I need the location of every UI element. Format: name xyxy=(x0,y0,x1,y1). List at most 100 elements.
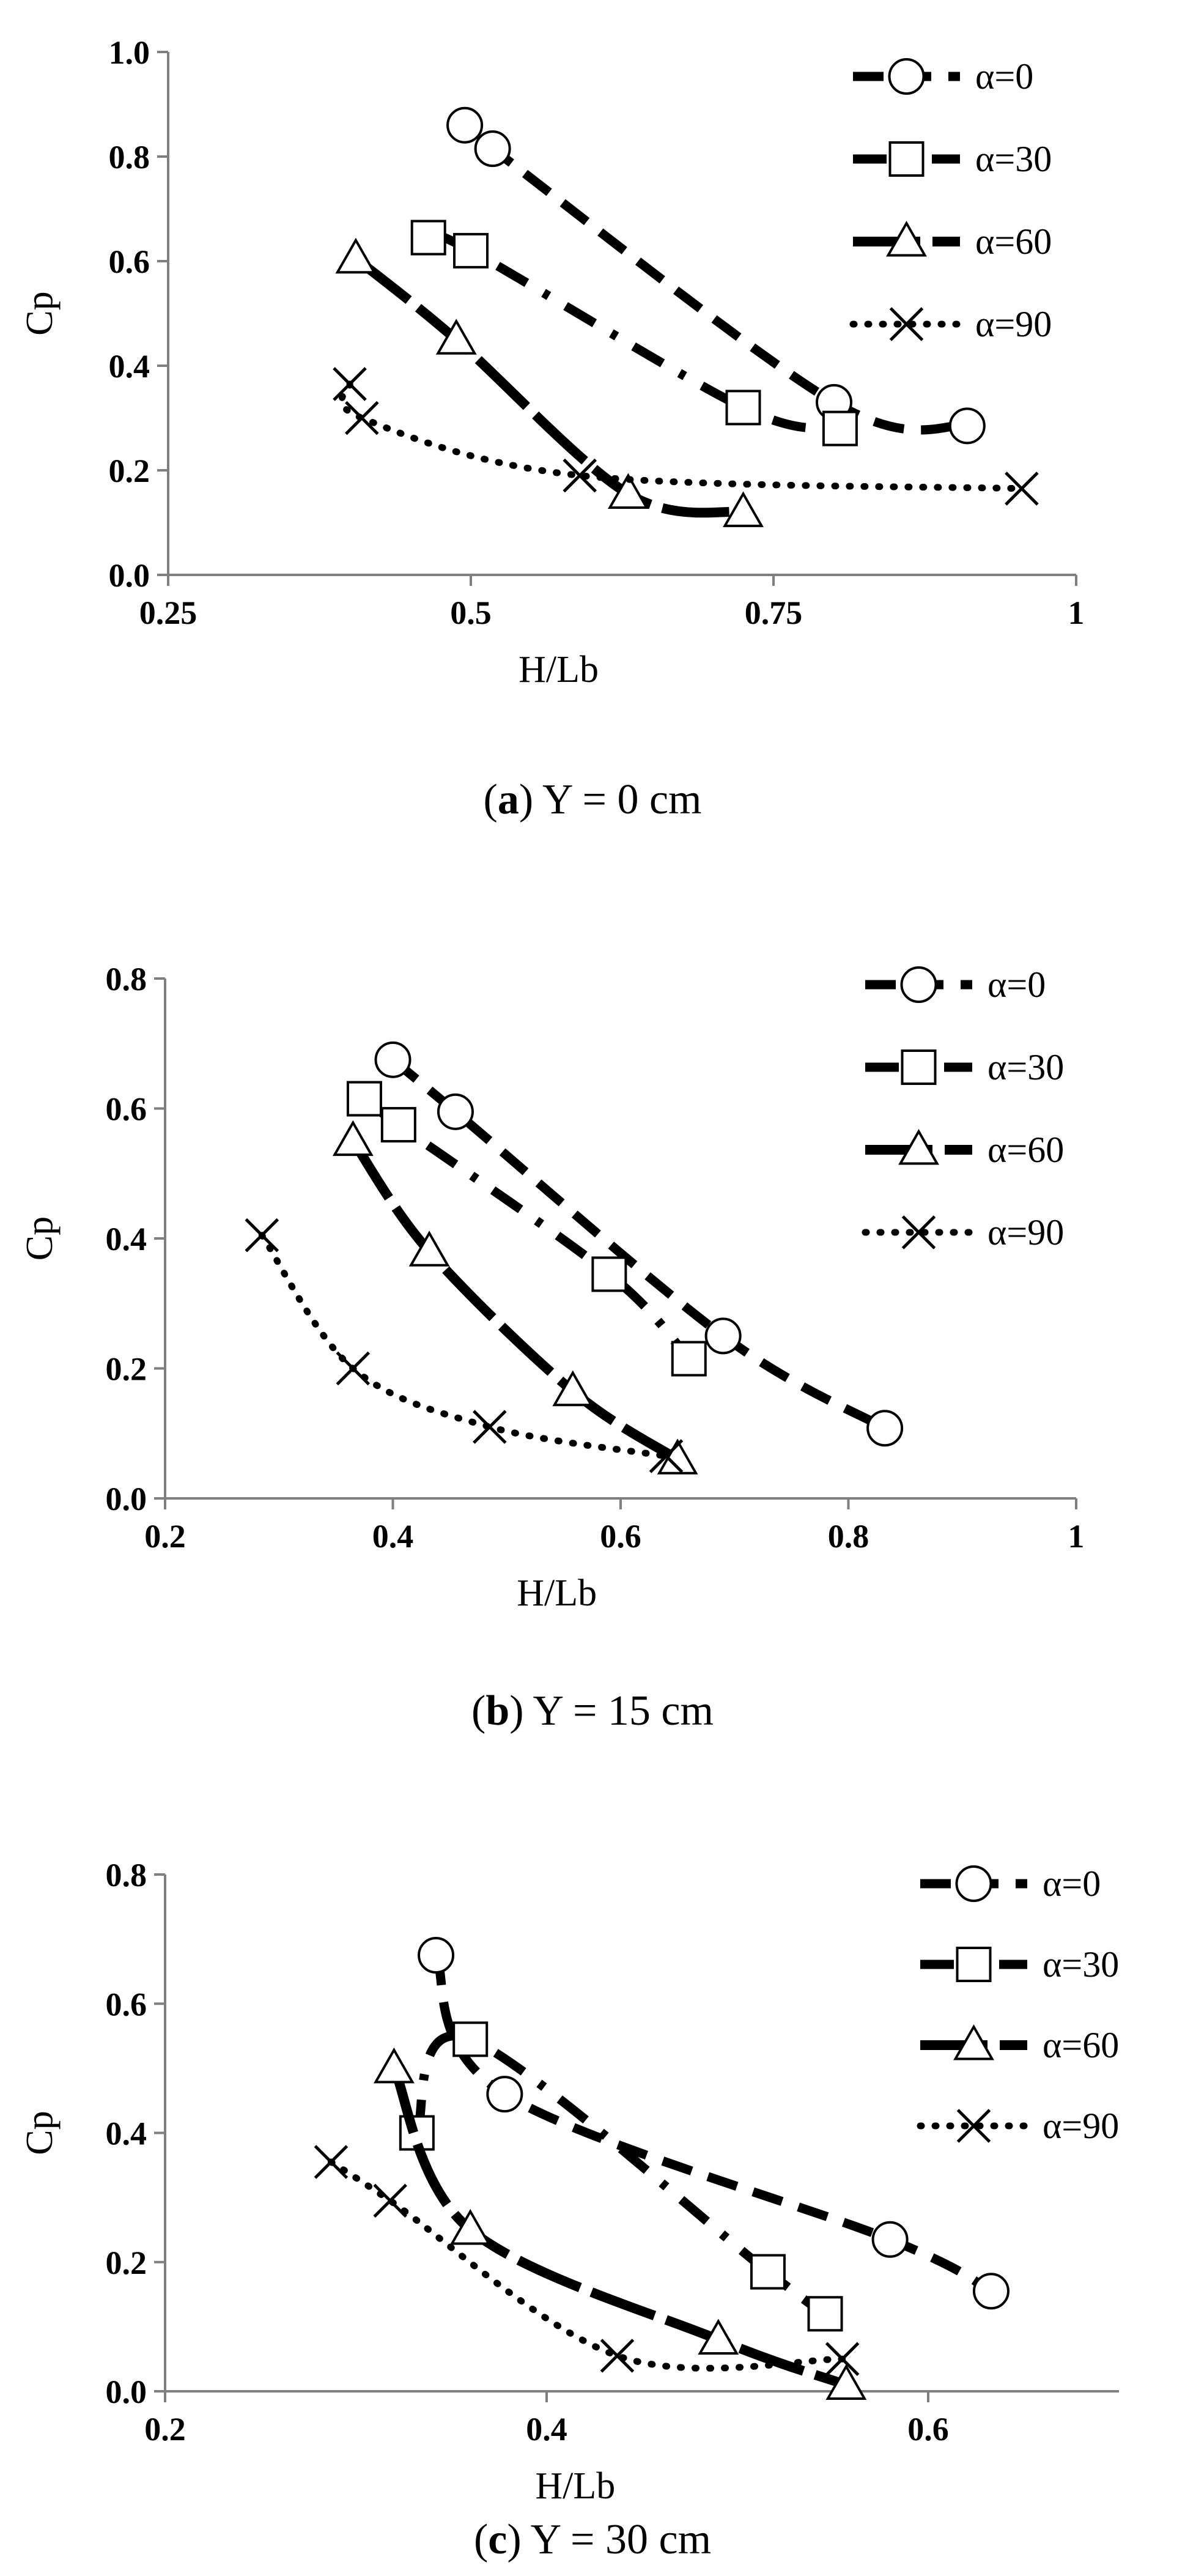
data-point-triangle xyxy=(698,2319,739,2355)
data-point-square xyxy=(671,1341,707,1377)
y-tick-label: 0.4 xyxy=(106,1221,147,1257)
series-line xyxy=(338,380,1025,492)
data-point-x xyxy=(245,1218,279,1253)
series-circle xyxy=(418,1937,1010,2310)
data-point-x xyxy=(1005,472,1039,506)
chart-panel-3: 0.00.20.40.60.80.2 0.4 0.6H/LbCpα=0α=30α=6… xyxy=(19,1857,1119,2563)
legend-label: α=90 xyxy=(987,1212,1064,1253)
y-tick-label: 1.0 xyxy=(109,34,150,71)
legend-entry: α=0 xyxy=(920,1864,1101,1904)
series-line xyxy=(327,2158,846,2372)
y-axis-label: Cp xyxy=(19,1216,61,1260)
y-tick-label: 0.4 xyxy=(109,348,150,385)
data-point-square xyxy=(822,410,858,446)
chart-panel-1: 0.0 0.2 0.4 0.6 0.8 1.0 0.25 0.5 0.75 1 H/Lb Cp α=0 α… xyxy=(19,34,1085,823)
legend-label: α=90 xyxy=(975,304,1052,344)
data-point-triangle xyxy=(435,319,477,355)
data-point-circle xyxy=(437,1093,474,1130)
legend-entry: α=90 xyxy=(917,2106,1119,2146)
data-point-triangle xyxy=(408,1231,450,1267)
data-point-triangle xyxy=(723,491,764,527)
series-square xyxy=(410,220,858,446)
legend-entry: α=0 xyxy=(853,56,1033,97)
legend-label: α=30 xyxy=(987,1047,1064,1087)
x-tick-label: 0.6 xyxy=(907,2411,949,2448)
x-tick-label: 0.2 xyxy=(144,1518,186,1555)
series-line xyxy=(426,229,841,434)
data-point-triangle xyxy=(332,1120,374,1157)
data-point-square xyxy=(807,2296,843,2332)
data-point-x xyxy=(373,2183,407,2218)
x-tick-label: 0.5 xyxy=(450,594,492,631)
data-point-circle xyxy=(948,407,986,445)
x-tick-label: 0.75 xyxy=(745,594,803,631)
y-tick-label: 0.8 xyxy=(106,1857,147,1893)
y-tick-label: 0.6 xyxy=(106,1986,147,2023)
data-point-triangle xyxy=(373,2047,415,2084)
series-line xyxy=(412,2031,828,2318)
panel-caption: (c) Y = 30 cm xyxy=(474,2516,711,2563)
x-tick-label: 0.8 xyxy=(828,1518,869,1555)
data-point-square xyxy=(346,1081,382,1117)
legend-entry: α=60 xyxy=(853,220,1052,262)
data-point-square xyxy=(410,220,446,256)
data-point-x xyxy=(825,2342,860,2376)
data-point-triangle xyxy=(449,2208,491,2245)
data-point-circle xyxy=(866,1410,904,1447)
series-x xyxy=(333,367,1039,506)
legend-marker-square xyxy=(956,1947,992,1982)
data-point-x xyxy=(314,2145,349,2179)
data-point-triangle xyxy=(552,1370,594,1407)
data-point-x xyxy=(563,458,597,493)
series-line xyxy=(352,254,744,518)
x-axis-label: H/Lb xyxy=(519,649,599,690)
y-axis-label: Cp xyxy=(19,291,61,335)
x-axis-label: H/Lb xyxy=(517,1572,597,1614)
data-point-square xyxy=(453,232,489,268)
chart-panel-2: 0.00.20.40.60.80.2 0.4 0.6 0.8 1H/LbCpα=0α=3… xyxy=(19,961,1085,1734)
legend-marker-triangle xyxy=(898,1128,939,1165)
data-point-x xyxy=(473,1410,507,1444)
legend-entry: α=30 xyxy=(853,139,1052,179)
legend-label: α=0 xyxy=(1043,1864,1101,1904)
data-point-circle xyxy=(474,130,511,168)
series-square xyxy=(346,1081,707,1377)
y-tick-label: 0.6 xyxy=(109,243,150,280)
x-axis-label: H/Lb xyxy=(535,2465,615,2507)
series-circle xyxy=(374,1041,904,1447)
legend-marker-triangle xyxy=(886,220,927,257)
y-tick-label: 0.2 xyxy=(109,453,150,489)
legend-marker-circle xyxy=(888,58,925,95)
series-triangle xyxy=(332,1120,698,1475)
y-tick-label: 0.8 xyxy=(109,139,150,176)
legend-marker-x xyxy=(956,2109,991,2143)
y-tick-label: 0.2 xyxy=(106,1351,147,1388)
series-circle xyxy=(446,106,986,445)
series-x xyxy=(314,2145,860,2376)
series-line xyxy=(432,1953,994,2295)
x-tick-label: 0.6 xyxy=(600,1518,641,1555)
legend-marker-x xyxy=(901,1215,936,1249)
series-line xyxy=(389,1056,887,1432)
series-line xyxy=(349,1138,681,1464)
legend-label: α=30 xyxy=(1043,1944,1119,1985)
legend-label: α=30 xyxy=(975,139,1052,179)
y-tick-label: 0.0 xyxy=(106,2374,147,2410)
data-point-x xyxy=(336,1351,371,1386)
data-point-circle xyxy=(418,1937,455,1974)
data-point-square xyxy=(452,2021,489,2057)
data-point-x xyxy=(600,2339,635,2373)
legend-entry: α=30 xyxy=(865,1047,1064,1087)
data-point-circle xyxy=(871,2221,909,2258)
legend-entry: α=60 xyxy=(920,2024,1119,2065)
y-axis-label: Cp xyxy=(19,2111,61,2155)
x-tick-label: 0.2 xyxy=(144,2411,186,2448)
data-point-circle xyxy=(446,106,484,144)
data-point-circle xyxy=(374,1041,412,1078)
series-square xyxy=(399,2021,843,2332)
legend-entry: α=90 xyxy=(862,1212,1064,1253)
x-tick-label: 0.25 xyxy=(139,594,197,631)
data-point-square xyxy=(725,390,761,426)
y-tick-label: 0.2 xyxy=(106,2245,147,2281)
